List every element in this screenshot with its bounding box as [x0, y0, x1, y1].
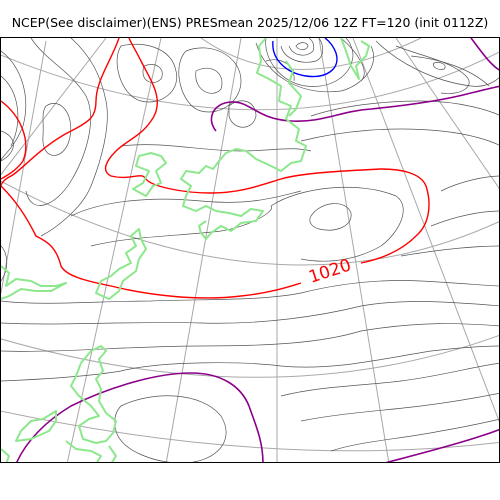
coastline — [1, 448, 10, 462]
isobar — [70, 190, 302, 217]
coastline — [108, 445, 117, 462]
isobar-purple — [385, 428, 499, 462]
isobar — [142, 64, 163, 83]
meridian-line — [318, 38, 390, 462]
isobar — [1, 50, 27, 162]
isobar — [309, 203, 352, 231]
isobar — [1, 75, 19, 147]
isobar — [440, 175, 499, 192]
coastline — [95, 228, 147, 300]
isobar — [265, 38, 354, 87]
isobar — [280, 362, 499, 397]
isobar — [1, 292, 302, 304]
parallel-line — [200, 38, 422, 70]
isobar — [195, 67, 223, 94]
parallel-line — [1, 334, 499, 378]
isobar-purple — [16, 372, 264, 462]
isobar — [395, 45, 470, 94]
isobar — [375, 40, 499, 87]
coastline — [70, 345, 117, 444]
isobar — [255, 42, 374, 93]
isobar — [295, 42, 309, 51]
isobar — [178, 47, 242, 113]
purple-isobars — [16, 38, 499, 462]
isobar — [430, 210, 499, 227]
low-pressure-system — [265, 38, 365, 87]
parallel-line — [1, 51, 499, 111]
isobar — [270, 186, 404, 262]
coastline — [132, 152, 167, 197]
isobar — [1, 345, 499, 382]
coastline — [15, 410, 57, 442]
meridian-line — [66, 38, 162, 462]
isobar — [90, 205, 272, 247]
pressure-map: 1020 — [0, 37, 500, 463]
isobar — [300, 128, 499, 146]
meridian-line — [395, 38, 499, 189]
coastline — [340, 38, 370, 80]
isobar — [410, 55, 490, 87]
coastline — [1, 265, 67, 300]
isobar — [120, 144, 312, 152]
meridian-line — [1, 38, 107, 176]
isobar-purple — [470, 38, 499, 71]
isobar-red — [104, 38, 430, 264]
parallel-line — [1, 180, 499, 266]
isobar — [310, 100, 499, 117]
isobar — [1, 323, 499, 352]
isobar — [300, 280, 499, 294]
isobar-purple — [210, 85, 499, 132]
isobar-red — [1, 38, 120, 187]
isobar-red — [1, 185, 302, 299]
coastline — [65, 440, 102, 462]
isobar — [228, 100, 257, 128]
isobar — [330, 419, 499, 452]
isobar — [280, 38, 324, 63]
map-title: NCEP(See disclaimer)(ENS) PRESmean 2025/… — [11, 15, 489, 30]
isobar — [114, 395, 227, 462]
contour-label-1020: 1020 — [306, 255, 353, 287]
isobar — [400, 245, 499, 257]
coastline — [285, 60, 302, 117]
isobar-blue — [272, 38, 338, 78]
isobar — [116, 43, 178, 103]
isobar — [42, 103, 71, 156]
isobar — [433, 62, 446, 70]
map-canvas: 1020 — [1, 38, 499, 462]
isobar — [1, 301, 499, 325]
isobar — [288, 38, 315, 56]
coastlines — [1, 38, 370, 462]
isobar — [1, 245, 8, 282]
isobar — [1, 130, 14, 162]
isobar — [25, 38, 91, 206]
parallel-line — [1, 410, 499, 452]
isobars — [1, 38, 499, 462]
isobar-red — [1, 100, 27, 180]
isobar — [300, 393, 499, 422]
coastline — [180, 38, 307, 240]
isobar — [40, 38, 108, 237]
